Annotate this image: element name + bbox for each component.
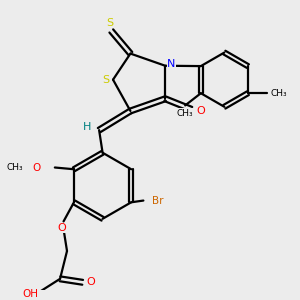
Text: S: S xyxy=(102,75,109,85)
Text: H: H xyxy=(83,122,91,132)
Text: OH: OH xyxy=(22,290,38,299)
Text: CH₃: CH₃ xyxy=(7,163,23,172)
Text: S: S xyxy=(106,18,113,28)
Text: N: N xyxy=(167,59,176,69)
Text: O: O xyxy=(32,163,40,172)
Text: CH₃: CH₃ xyxy=(176,109,193,118)
Text: Br: Br xyxy=(152,196,164,206)
Text: O: O xyxy=(86,277,95,287)
Text: CH₃: CH₃ xyxy=(271,89,287,98)
Text: O: O xyxy=(57,223,66,233)
Text: O: O xyxy=(197,106,206,116)
